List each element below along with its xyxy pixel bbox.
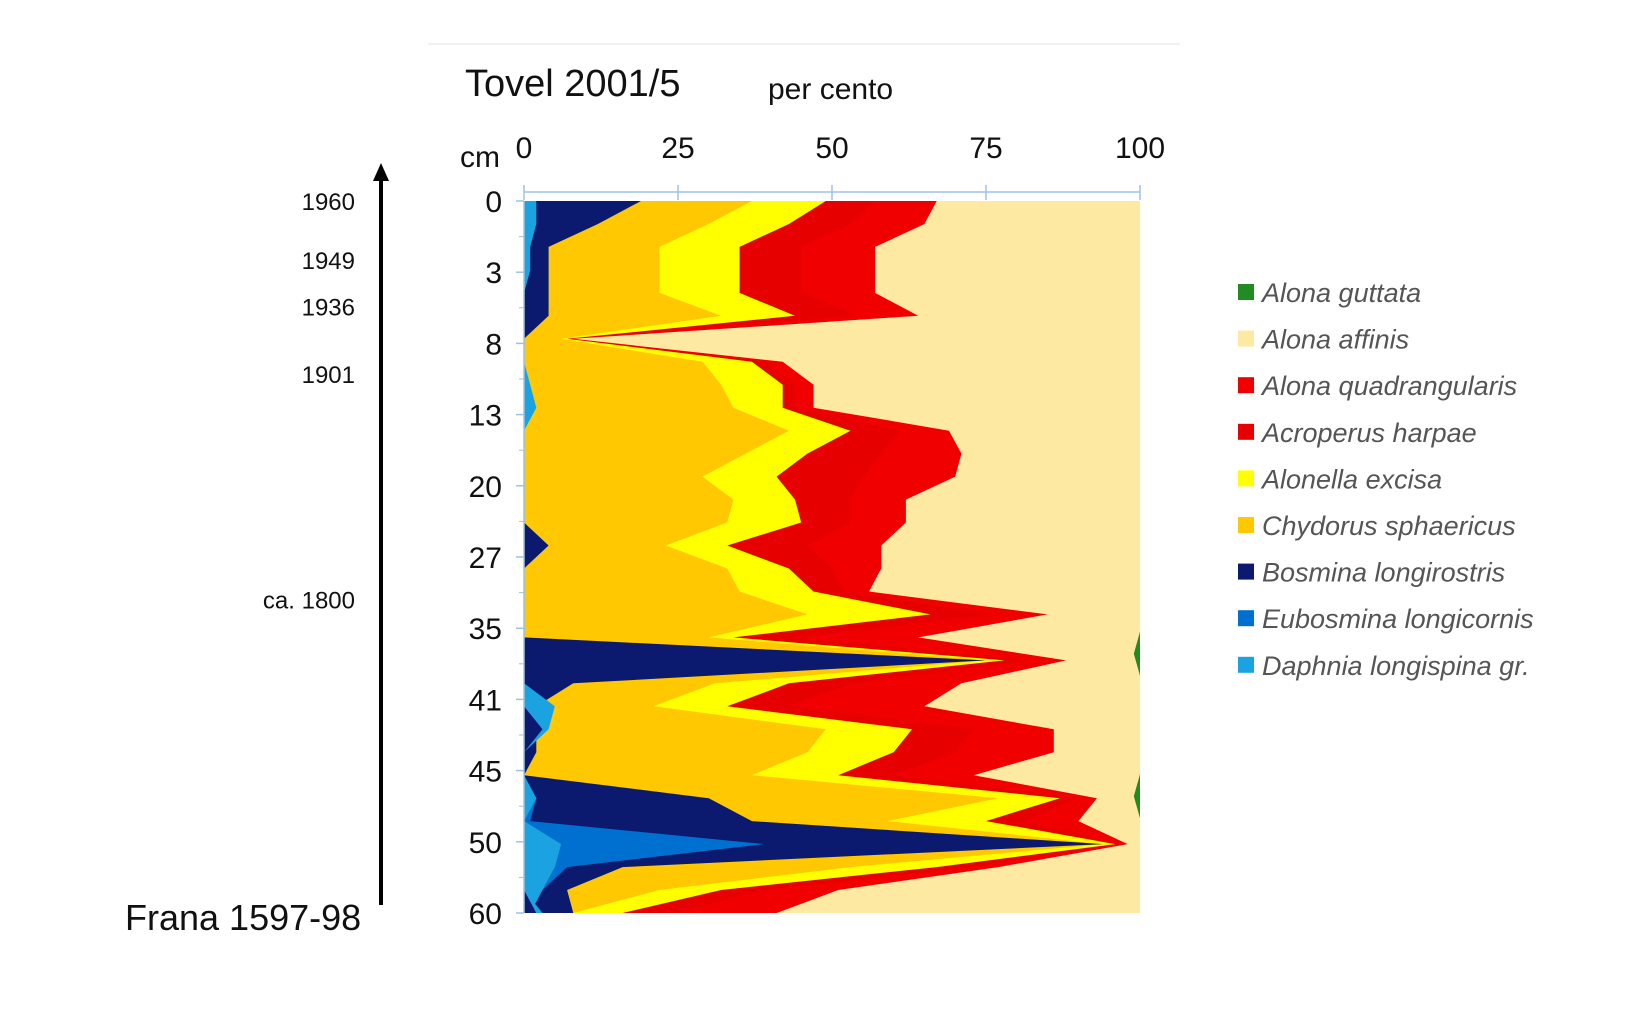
legend-swatch [1238, 656, 1254, 673]
chart-title: Tovel 2001/5 [465, 63, 681, 105]
time-label: 1901 [302, 362, 355, 389]
legend-swatch [1238, 563, 1254, 580]
y-tick-label: 27 [469, 542, 502, 575]
x-tick-label: 100 [1115, 132, 1165, 165]
time-axis: 1960 1949 1936 1901 ca. 1800 [263, 163, 389, 905]
legend-swatch [1238, 377, 1254, 394]
y-tick-label: 13 [469, 400, 502, 433]
y-tick-label: 50 [469, 827, 502, 860]
legend-label: Daphnia longispina gr. [1262, 651, 1530, 681]
legend-label: Alona quadrangularis [1260, 371, 1517, 401]
x-tick-label: 50 [815, 132, 848, 165]
legend-swatch [1238, 330, 1254, 347]
y-tick-label: 3 [485, 257, 502, 290]
y-tick-label: 8 [485, 328, 502, 361]
legend-swatch [1238, 470, 1254, 487]
x-tick-label: 0 [516, 132, 533, 165]
legend-label: Bosmina longirostris [1262, 558, 1505, 588]
legend-label: Alonella excisa [1260, 464, 1442, 494]
time-label: 1949 [302, 248, 355, 275]
y-tick-label: 41 [469, 684, 502, 717]
y-tick-label: 0 [485, 186, 502, 219]
event-label: Frana 1597-98 [125, 897, 361, 938]
time-label: 1936 [302, 294, 355, 321]
legend-label: Alona guttata [1260, 278, 1421, 308]
time-label: ca. 1800 [263, 588, 355, 615]
legend-swatch [1238, 284, 1254, 300]
time-axis-arrowhead [373, 163, 389, 181]
legend-label: Eubosmina longicornis [1262, 604, 1534, 634]
legend-label: Acroperus harpae [1260, 418, 1477, 448]
legend-swatch [1238, 610, 1254, 627]
x-axis-label: per cento [768, 73, 893, 106]
y-tick-label: 45 [469, 756, 502, 789]
legend-swatch [1238, 517, 1254, 533]
legend-label: Alona affinis [1260, 325, 1409, 355]
legend-swatch [1238, 423, 1254, 440]
legend: Alona guttata Alona affinis Alona quadrang… [1238, 278, 1534, 681]
y-tick-label: 35 [469, 613, 502, 646]
area-chydorus-sphaericus [524, 201, 1103, 913]
stacked-areas [524, 201, 1140, 913]
x-tick-label: 25 [661, 132, 694, 165]
x-axis: 0 25 50 75 100 [516, 132, 1165, 200]
guttata-blip [1133, 631, 1140, 676]
time-label: 1960 [302, 189, 355, 216]
guttata-blip [1133, 774, 1140, 819]
y-tick-label: 20 [469, 471, 502, 504]
x-tick-label: 75 [969, 132, 1002, 165]
legend-label: Chydorus sphaericus [1262, 511, 1516, 541]
y-axis: 0 3 8 13 20 27 35 41 45 50 60 [469, 186, 525, 931]
edge-marker-bosmina-longirostris [524, 201, 543, 913]
y-tick-label: 60 [469, 898, 502, 931]
y-axis-label: cm [460, 141, 500, 174]
